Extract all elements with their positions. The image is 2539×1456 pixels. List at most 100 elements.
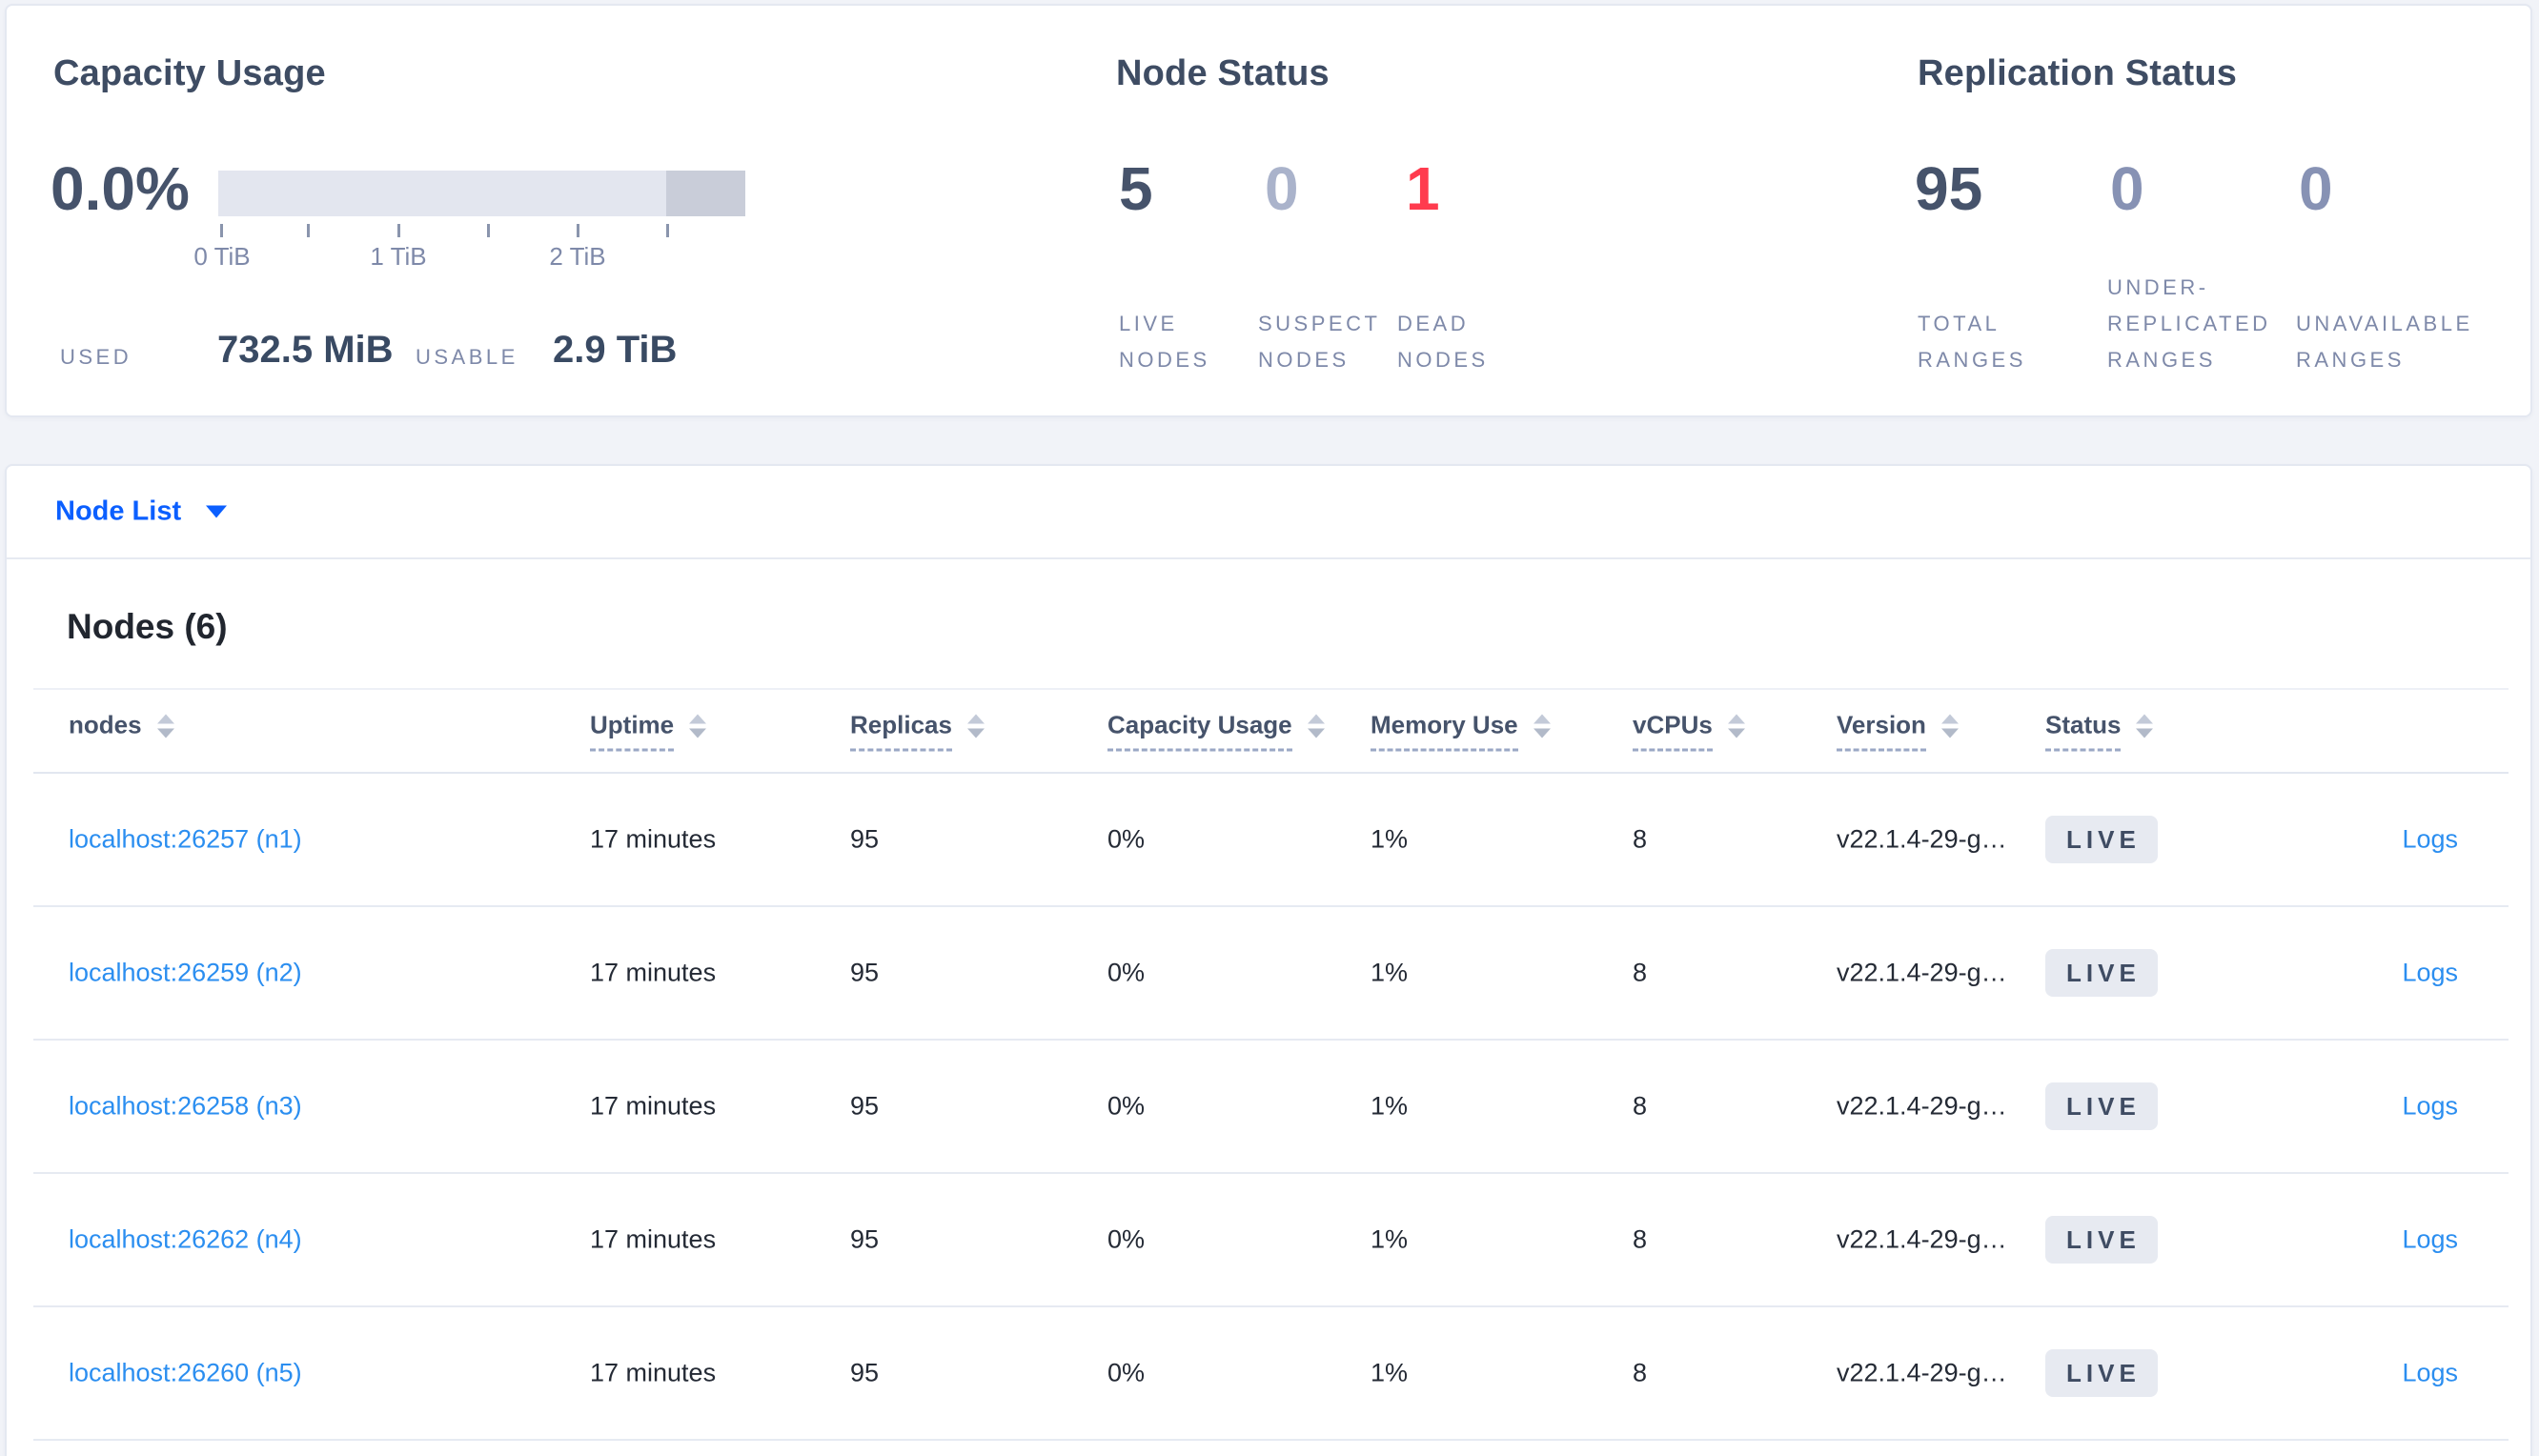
- view-selector-row: Node List: [7, 466, 2530, 559]
- memory-use-value: 1%: [1371, 824, 1409, 854]
- unavailable-ranges-label: UNAVAILABLE RANGES: [2296, 312, 2473, 372]
- node-link[interactable]: localhost:26259 (n2): [69, 958, 302, 987]
- suspect-nodes-count: 0: [1265, 154, 1299, 223]
- sort-icon: [1940, 714, 1959, 738]
- memory-use-value: 1%: [1371, 1224, 1409, 1254]
- logs-link[interactable]: Logs: [2402, 1358, 2458, 1387]
- dead-nodes-label: DEAD NODES: [1397, 312, 1489, 372]
- version-value: v22.1.4-29-g…: [1837, 1224, 2007, 1254]
- sort-icon: [2136, 714, 2154, 738]
- status-badge: LIVE: [2045, 949, 2158, 997]
- under-replicated-ranges-label: UNDER- REPLICATED RANGES: [2107, 275, 2271, 372]
- status-badge: LIVE: [2045, 1216, 2158, 1264]
- total-ranges-count: 95: [1915, 154, 1983, 223]
- usable-label: USABLE: [416, 345, 518, 369]
- sort-icon: [1533, 714, 1551, 738]
- sort-icon: [689, 714, 707, 738]
- version-value: v22.1.4-29-g…: [1837, 958, 2007, 987]
- capacity-usage-value: 0%: [1107, 824, 1146, 854]
- sort-icon: [966, 714, 985, 738]
- status-badge: LIVE: [2045, 816, 2158, 863]
- used-value: 732.5 MiB: [217, 329, 394, 371]
- replicas-value: 95: [850, 1224, 880, 1254]
- used-label: USED: [60, 345, 132, 369]
- logs-link[interactable]: Logs: [2402, 1224, 2458, 1254]
- table-row: localhost:26258 (n3) 17 minutes 95 0% 1%…: [33, 1041, 2509, 1174]
- logs-link[interactable]: Logs: [2402, 824, 2458, 854]
- node-link[interactable]: localhost:26262 (n4): [69, 1224, 302, 1254]
- unavailable-ranges-count: 0: [2299, 154, 2333, 223]
- live-nodes-count: 5: [1119, 154, 1153, 223]
- capacity-axis-tick: [397, 224, 400, 237]
- replicas-value: 95: [850, 958, 880, 987]
- column-header-nodes[interactable]: nodes: [69, 711, 174, 752]
- cluster-summary-panel: Capacity Usage 0.0% 0 TiB 1 TiB 2 TiB US…: [5, 4, 2532, 417]
- uptime-value: 17 minutes: [590, 958, 717, 987]
- vcpus-value: 8: [1633, 824, 1648, 854]
- sort-icon: [1727, 714, 1745, 738]
- version-value: v22.1.4-29-g…: [1837, 1358, 2007, 1387]
- column-header-replicas[interactable]: Replicas: [850, 711, 985, 752]
- capacity-usage-title: Capacity Usage: [53, 53, 326, 93]
- capacity-axis-tick: [577, 224, 579, 237]
- node-link[interactable]: localhost:26260 (n5): [69, 1358, 302, 1387]
- node-link[interactable]: localhost:26258 (n3): [69, 1091, 302, 1121]
- uptime-value: 17 minutes: [590, 1224, 717, 1254]
- table-row: localhost:26257 (n1) 17 minutes 95 0% 1%…: [33, 774, 2509, 907]
- capacity-bar-reserved-segment: [666, 171, 745, 216]
- node-link[interactable]: localhost:26257 (n1): [69, 824, 302, 854]
- replicas-value: 95: [850, 1358, 880, 1387]
- capacity-tick-label-0: 0 TiB: [193, 242, 251, 271]
- nodes-heading: Nodes (6): [67, 607, 228, 646]
- uptime-value: 17 minutes: [590, 824, 717, 854]
- column-header-vcpus[interactable]: vCPUs: [1633, 711, 1745, 752]
- chevron-down-icon: [206, 505, 228, 518]
- logs-link[interactable]: Logs: [2402, 958, 2458, 987]
- column-header-memory-use[interactable]: Memory Use: [1371, 711, 1551, 752]
- node-list-panel: Node List Nodes (6) nodes Uptime Replica…: [5, 464, 2532, 1456]
- node-list-dropdown-label: Node List: [55, 495, 182, 527]
- status-badge: LIVE: [2045, 1349, 2158, 1397]
- capacity-tick-label-2: 2 TiB: [549, 242, 606, 271]
- column-header-status[interactable]: Status: [2045, 711, 2154, 752]
- usable-value: 2.9 TiB: [553, 329, 678, 371]
- vcpus-value: 8: [1633, 1224, 1648, 1254]
- memory-use-value: 1%: [1371, 958, 1409, 987]
- nodes-table-header: nodes Uptime Replicas Capacity Usage Mem…: [33, 688, 2509, 774]
- column-header-version[interactable]: Version: [1837, 711, 1959, 752]
- capacity-percent: 0.0%: [51, 154, 190, 223]
- uptime-value: 17 minutes: [590, 1091, 717, 1121]
- version-value: v22.1.4-29-g…: [1837, 1091, 2007, 1121]
- capacity-axis-tick: [220, 224, 223, 237]
- vcpus-value: 8: [1633, 1358, 1648, 1387]
- table-row: localhost:26260 (n5) 17 minutes 95 0% 1%…: [33, 1307, 2509, 1441]
- sort-icon: [1307, 714, 1325, 738]
- table-row: localhost:26259 (n2) 17 minutes 95 0% 1%…: [33, 907, 2509, 1041]
- capacity-axis-tick: [666, 224, 669, 237]
- suspect-nodes-label: SUSPECT NODES: [1258, 312, 1381, 372]
- sort-icon: [156, 714, 174, 738]
- capacity-usage-value: 0%: [1107, 958, 1146, 987]
- nodes-table-body: localhost:26257 (n1) 17 minutes 95 0% 1%…: [33, 774, 2509, 1441]
- capacity-usage-value: 0%: [1107, 1224, 1146, 1254]
- vcpus-value: 8: [1633, 958, 1648, 987]
- nodes-table: nodes Uptime Replicas Capacity Usage Mem…: [33, 688, 2509, 1441]
- column-header-uptime[interactable]: Uptime: [590, 711, 707, 752]
- memory-use-value: 1%: [1371, 1358, 1409, 1387]
- vcpus-value: 8: [1633, 1091, 1648, 1121]
- capacity-usage-value: 0%: [1107, 1358, 1146, 1387]
- logs-link[interactable]: Logs: [2402, 1091, 2458, 1121]
- under-replicated-ranges-count: 0: [2110, 154, 2144, 223]
- status-badge: LIVE: [2045, 1082, 2158, 1130]
- capacity-usage-bar: [218, 171, 745, 216]
- dead-nodes-count: 1: [1406, 154, 1440, 223]
- memory-use-value: 1%: [1371, 1091, 1409, 1121]
- live-nodes-label: LIVE NODES: [1119, 312, 1210, 372]
- column-header-capacity-usage[interactable]: Capacity Usage: [1107, 711, 1325, 752]
- capacity-usage-value: 0%: [1107, 1091, 1146, 1121]
- replicas-value: 95: [850, 824, 880, 854]
- capacity-axis-tick: [307, 224, 310, 237]
- total-ranges-label: TOTAL RANGES: [1918, 312, 2026, 372]
- node-list-dropdown[interactable]: Node List: [55, 495, 228, 528]
